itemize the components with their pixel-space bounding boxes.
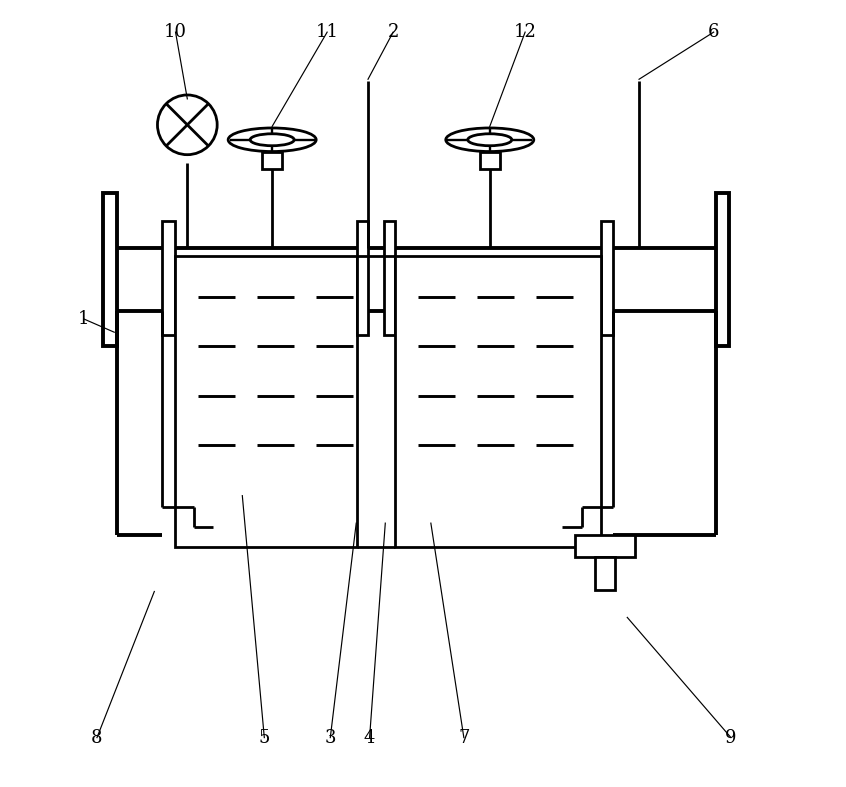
Text: 6: 6 bbox=[708, 23, 719, 41]
Bar bbox=[395, 256, 601, 547]
Bar bbox=[716, 193, 729, 346]
Text: 2: 2 bbox=[387, 23, 398, 41]
Text: 4: 4 bbox=[364, 729, 376, 747]
Text: 3: 3 bbox=[325, 729, 336, 747]
Text: 8: 8 bbox=[91, 729, 102, 747]
Text: 7: 7 bbox=[459, 729, 470, 747]
Text: 10: 10 bbox=[164, 23, 187, 41]
Bar bbox=[103, 193, 117, 346]
Text: 9: 9 bbox=[725, 729, 737, 747]
Bar bbox=[384, 220, 395, 334]
Text: 11: 11 bbox=[316, 23, 338, 41]
Text: 5: 5 bbox=[259, 729, 270, 747]
Bar bbox=[357, 220, 368, 334]
Bar bbox=[262, 152, 283, 169]
Text: 1: 1 bbox=[78, 310, 90, 328]
Bar bbox=[601, 220, 613, 334]
Ellipse shape bbox=[468, 134, 512, 146]
Bar bbox=[175, 256, 357, 547]
Ellipse shape bbox=[250, 134, 294, 146]
Bar bbox=[162, 220, 175, 334]
Bar bbox=[595, 557, 616, 590]
Text: 12: 12 bbox=[514, 23, 536, 41]
Bar bbox=[575, 535, 635, 557]
Bar bbox=[480, 152, 500, 169]
